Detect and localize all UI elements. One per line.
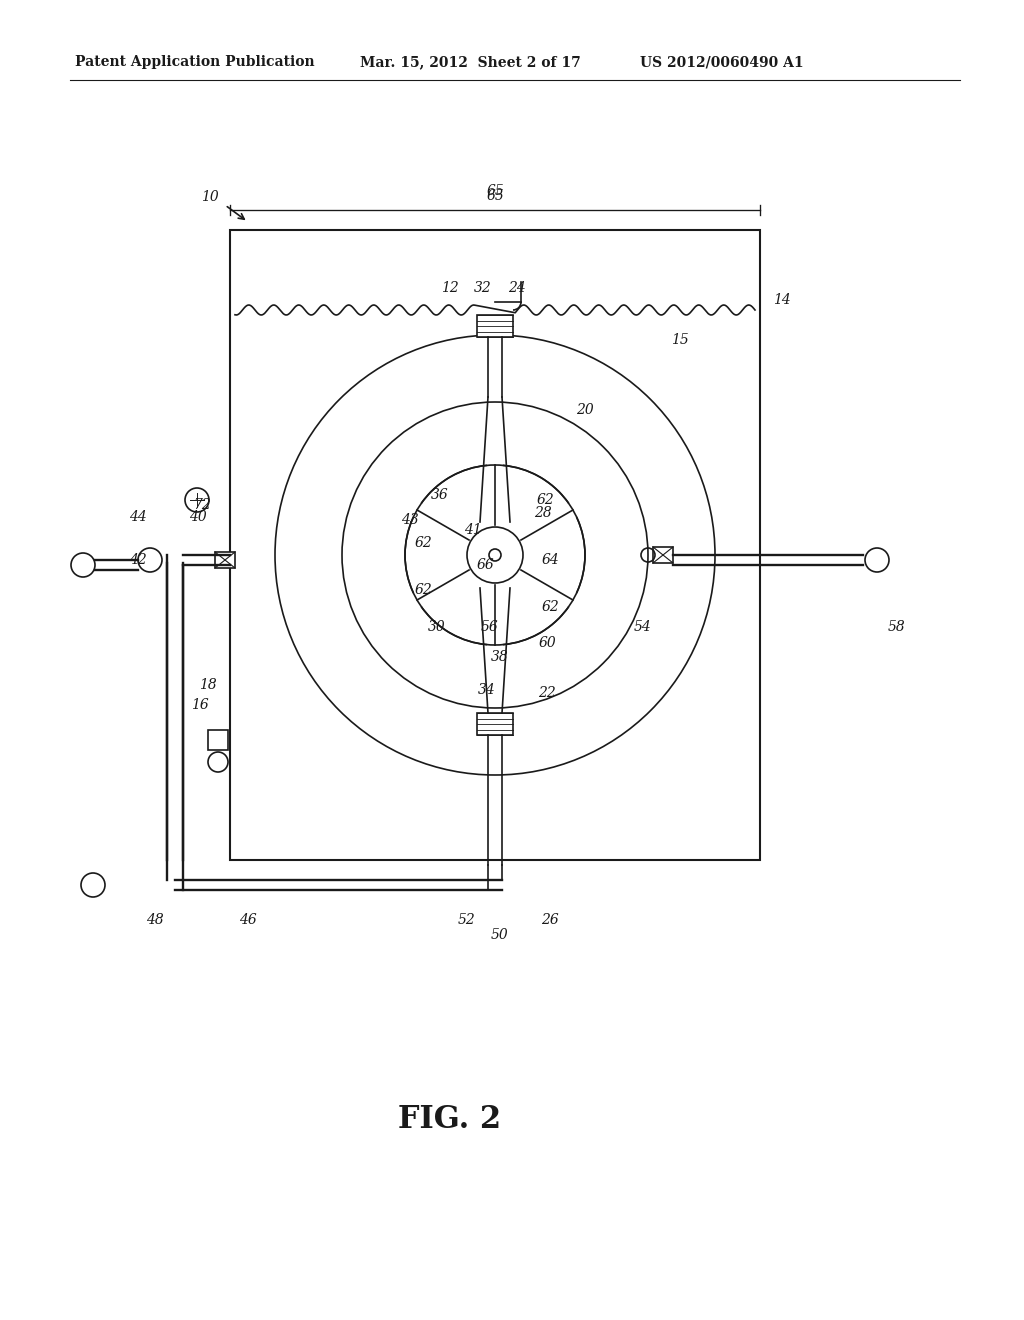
Text: 64: 64: [541, 553, 559, 568]
Text: 65: 65: [486, 189, 504, 203]
Text: 32: 32: [474, 281, 492, 294]
Text: 50: 50: [492, 928, 509, 942]
Bar: [208, 730, 228, 750]
Text: 12: 12: [441, 281, 459, 294]
Text: Patent Application Publication: Patent Application Publication: [75, 55, 314, 69]
Bar: [653, 546, 673, 564]
Bar: [230, 230, 760, 861]
Text: 56: 56: [481, 620, 499, 634]
Text: 41: 41: [464, 523, 482, 537]
Text: 26: 26: [541, 913, 559, 927]
Text: 18: 18: [199, 678, 217, 692]
Text: 72: 72: [194, 498, 211, 512]
Text: 62: 62: [414, 583, 432, 597]
Text: 20: 20: [577, 403, 594, 417]
Text: 24: 24: [508, 281, 526, 294]
Text: 28: 28: [535, 506, 552, 520]
Text: 30: 30: [428, 620, 445, 634]
Text: 38: 38: [492, 649, 509, 664]
Text: 34: 34: [478, 682, 496, 697]
Text: 62: 62: [541, 601, 559, 614]
Text: 43: 43: [401, 513, 419, 527]
Text: 15: 15: [671, 333, 689, 347]
Text: 54: 54: [634, 620, 652, 634]
Bar: [477, 315, 513, 337]
Text: 42: 42: [129, 553, 146, 568]
Bar: [477, 713, 513, 735]
Text: 44: 44: [129, 510, 146, 524]
Text: US 2012/0060490 A1: US 2012/0060490 A1: [640, 55, 804, 69]
Text: 60: 60: [539, 636, 556, 649]
Text: 46: 46: [240, 913, 257, 927]
Text: 40: 40: [189, 510, 207, 524]
Text: 65: 65: [486, 183, 504, 198]
Text: 52: 52: [458, 913, 476, 927]
Text: 36: 36: [431, 488, 449, 502]
Text: 16: 16: [191, 698, 209, 711]
Text: 62: 62: [537, 492, 554, 507]
Text: 66: 66: [476, 558, 494, 572]
Text: 10: 10: [201, 190, 219, 205]
Text: 22: 22: [539, 686, 556, 700]
Text: Mar. 15, 2012  Sheet 2 of 17: Mar. 15, 2012 Sheet 2 of 17: [360, 55, 581, 69]
Text: 14: 14: [773, 293, 791, 308]
Text: 62: 62: [414, 536, 432, 550]
Bar: [215, 552, 234, 568]
Text: FIG. 2: FIG. 2: [398, 1105, 502, 1135]
Text: 58: 58: [888, 620, 906, 634]
Text: 48: 48: [146, 913, 164, 927]
